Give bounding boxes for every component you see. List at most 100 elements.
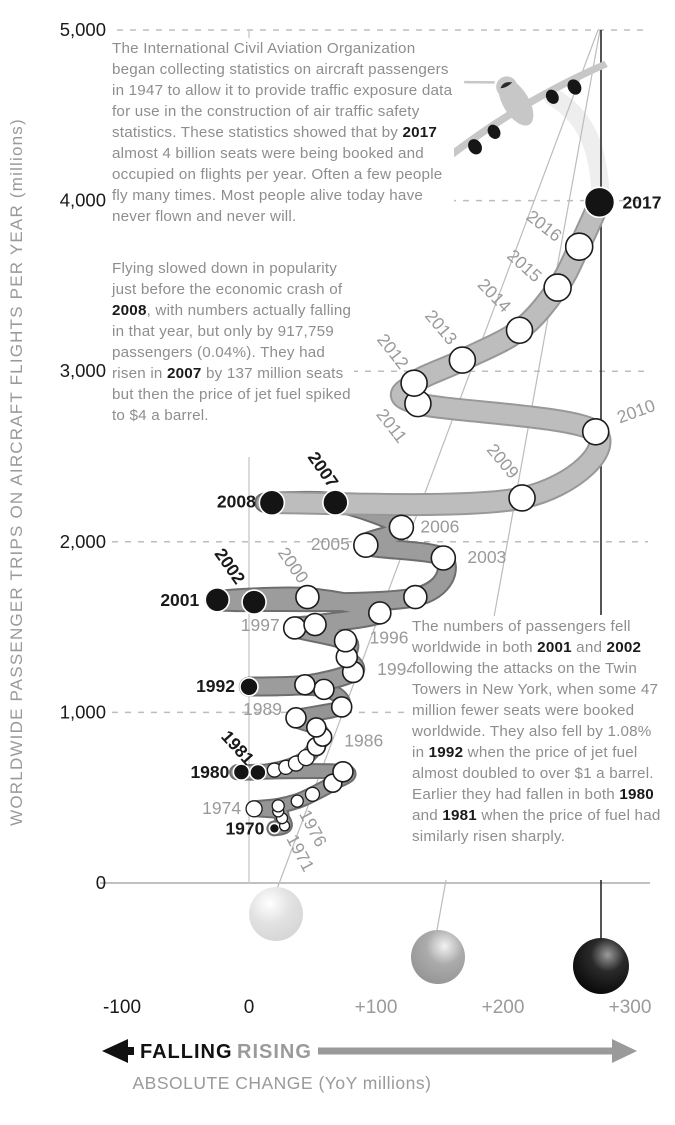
node-1999 [368,601,392,625]
x-axis-title: ABSOLUTE CHANGE (YoY millions) [133,1073,432,1093]
y-tick-label: 0 [96,872,106,893]
year-label-1996: 1996 [370,628,409,648]
axes-layer: -100 0 +100 +200 +300 FALLING RISING ABSOLUTE C… [7,118,651,1093]
highlighted-year: 2002 [606,639,642,656]
x-tick-label: -100 [103,997,141,1018]
year-label-1974: 1974 [202,798,241,818]
year-label-2013: 2013 [421,306,461,349]
annotation-2008-crash: Flying slowed down in popularity just be… [112,258,354,426]
node-2004 [430,545,457,571]
year-label-2000: 2000 [274,543,313,587]
node-2001 [204,587,231,613]
pendulum-balls-layer [249,887,629,994]
annotation-text: , with numbers actually falling in that … [112,302,352,382]
fan-ray [436,879,447,931]
node-1989 [285,707,307,729]
node-1990 [330,696,353,718]
annotation-text: almost 4 billion seats were being booked… [112,145,443,225]
fan-ray [493,29,601,618]
x-tick-label: +200 [482,997,525,1018]
node-1976 [290,794,304,808]
highlighted-year: 1981 [442,807,477,824]
pendulum-ball-black [573,938,629,994]
year-label-2012: 2012 [373,330,413,373]
annotation-text: The International Civil Aviation Organiz… [112,40,453,141]
node-2000 [295,584,320,610]
year-label-2010: 2010 [614,395,658,427]
annotation-text: following the attacks on the Twin Towers… [412,660,659,761]
year-label-1980: 1980 [190,762,229,782]
annotation-text: and [412,807,443,824]
highlighted-year: 2001 [537,639,572,656]
pendulum-ball-gray [411,930,465,984]
airplane-antenna [464,80,495,84]
year-label-1970: 1970 [225,818,264,838]
airplane-icon [437,60,608,167]
data-points-layer [204,186,616,835]
year-label-2007: 2007 [304,448,343,491]
gridlines-layer: 5,000 4,000 3,000 2,000 1,000 0 [60,19,650,893]
x-tick-label: +100 [355,997,398,1018]
node-2010 [581,417,610,446]
falling-arrow-icon [102,1039,128,1063]
node-1977 [304,786,321,802]
year-label-2017: 2017 [623,192,662,212]
year-label-2002: 2002 [211,544,250,588]
annotation-2001-attacks: The numbers of passengers fell worldwide… [412,616,668,847]
year-label-2006: 2006 [420,516,459,536]
airplane-wings [437,60,608,167]
node-1998 [303,612,327,637]
node-1979 [332,760,354,783]
node-2017 [583,186,616,219]
annotation-text: Flying slowed down in popularity just be… [112,260,343,298]
airplane-windshield [500,82,513,89]
node-2005 [353,532,379,559]
y-tick-label: 2,000 [60,531,106,552]
y-tick-label: 1,000 [60,701,106,722]
node-1988 [306,717,327,738]
node-2016 [564,232,594,261]
airplane-engine-icon [487,124,501,139]
node-2006 [388,514,415,541]
rising-arrow-icon [612,1039,637,1063]
node-1993 [294,673,316,696]
year-label-2003: 2003 [467,547,506,567]
node-1975 [271,799,285,813]
node-2014 [505,316,534,345]
year-label-2016: 2016 [523,206,566,246]
node-1991 [313,678,335,701]
year-label-2015: 2015 [503,245,545,286]
year-label-2014: 2014 [474,274,516,316]
node-2009 [508,484,536,512]
highlighted-year: 2008 [112,302,147,319]
node-1992 [239,677,259,697]
node-1970 [268,822,281,835]
annotation-text: when the price of jet fuel almost double… [412,744,654,803]
year-label-2009: 2009 [483,440,523,483]
airplane-nose [496,76,518,98]
node-2002 [241,589,267,615]
annotation-text: The numbers of passengers fell worldwide… [412,618,631,656]
contrail-ghost [544,88,610,209]
year-label-2005: 2005 [311,534,350,554]
node-2008 [258,489,286,517]
node-2015 [543,273,572,302]
y-tick-label: 3,000 [60,360,106,381]
highlighted-year: 2007 [166,365,202,382]
annotation-text: when the price of fuel had similarly ris… [412,807,661,845]
airplane-engine-icon [567,79,582,95]
pendulum-ball-light [249,887,303,941]
y-tick-label: 5,000 [60,19,106,40]
y-tick-label: 4,000 [60,190,106,211]
node-2003 [403,584,428,610]
falling-label: FALLING [140,1041,233,1063]
year-label-1992: 1992 [196,676,235,696]
fan-ray [276,29,599,890]
year-label-2008: 2008 [217,492,256,512]
node-2007 [322,489,349,516]
node-1980 [232,763,251,781]
highlighted-year: 1992 [428,744,464,761]
node-1997 [282,616,307,640]
